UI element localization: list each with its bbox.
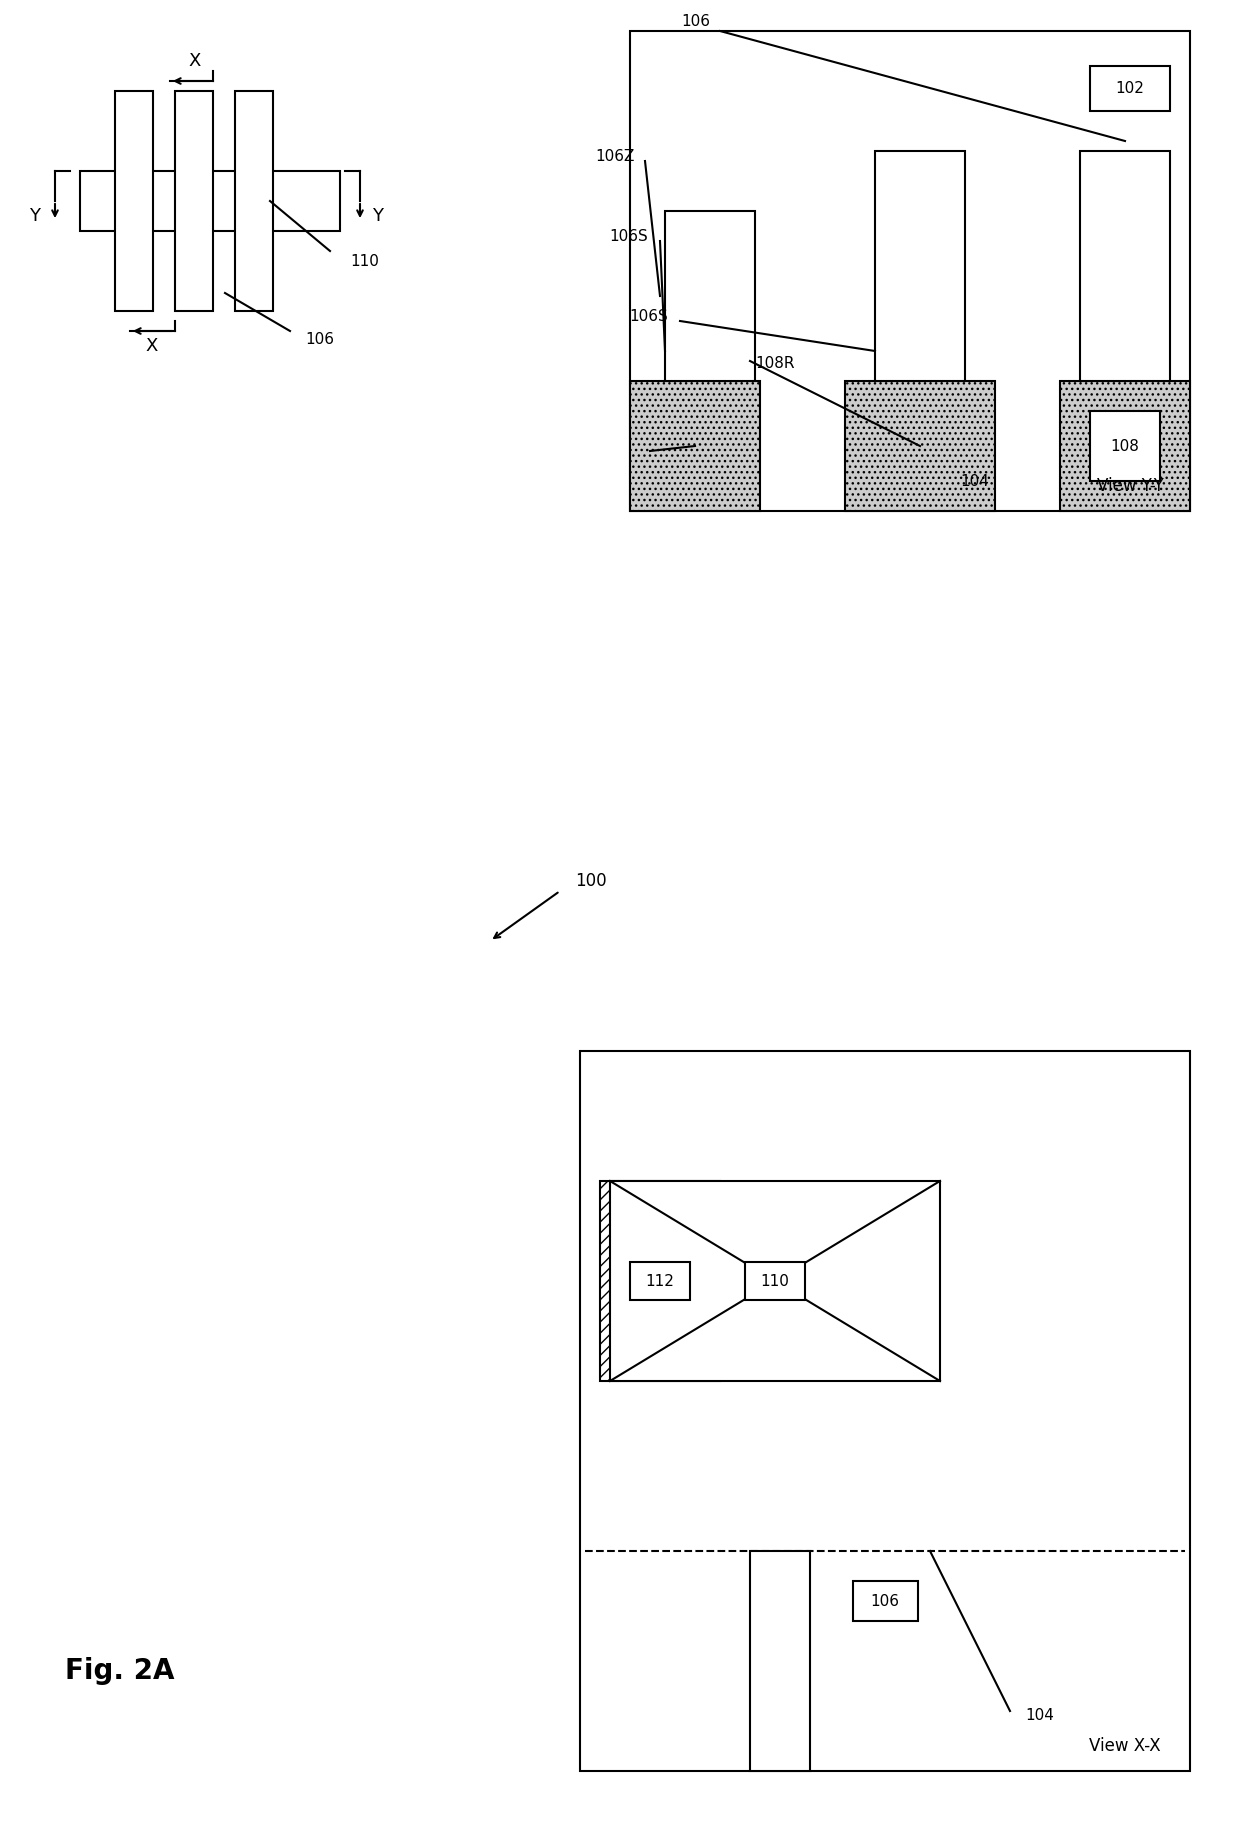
Bar <box>630 31 1190 512</box>
Bar <box>745 1261 805 1300</box>
Bar <box>630 1261 689 1300</box>
Text: X: X <box>146 337 159 355</box>
Bar <box>844 381 994 512</box>
Text: 104: 104 <box>1025 1708 1054 1723</box>
Text: 100: 100 <box>575 873 606 889</box>
Bar <box>81 171 340 230</box>
Bar <box>1090 66 1171 110</box>
Text: 106Z: 106Z <box>595 149 635 164</box>
Bar <box>610 1180 940 1381</box>
Text: Y: Y <box>30 206 41 225</box>
Text: 106S: 106S <box>609 228 649 243</box>
Bar <box>115 90 153 311</box>
Bar <box>580 1051 1190 1771</box>
Text: X: X <box>188 52 201 70</box>
Bar <box>175 90 213 311</box>
Text: View X-X: View X-X <box>1089 1738 1161 1754</box>
Text: 108R: 108R <box>755 355 795 370</box>
Text: 110: 110 <box>760 1274 790 1289</box>
Text: Fig. 2A: Fig. 2A <box>66 1657 175 1685</box>
Text: View Y-Y: View Y-Y <box>1096 477 1163 495</box>
Text: 106: 106 <box>681 13 711 28</box>
Text: 104: 104 <box>960 473 988 488</box>
Bar <box>236 90 273 311</box>
Text: 106: 106 <box>870 1594 899 1609</box>
Bar <box>1060 381 1190 512</box>
Text: 106: 106 <box>305 331 334 346</box>
Bar <box>1080 151 1171 381</box>
Bar <box>875 151 965 381</box>
Bar <box>853 1581 918 1620</box>
Text: 106S: 106S <box>629 309 668 324</box>
Text: 108: 108 <box>1111 438 1140 453</box>
Text: 110: 110 <box>350 254 379 269</box>
Text: Y: Y <box>372 206 383 225</box>
Bar <box>630 381 760 512</box>
Text: 102: 102 <box>1116 81 1145 96</box>
Bar <box>600 1180 720 1381</box>
Text: 112: 112 <box>646 1274 675 1289</box>
Bar <box>665 212 755 381</box>
Bar <box>750 1550 810 1771</box>
Bar <box>1090 411 1159 481</box>
